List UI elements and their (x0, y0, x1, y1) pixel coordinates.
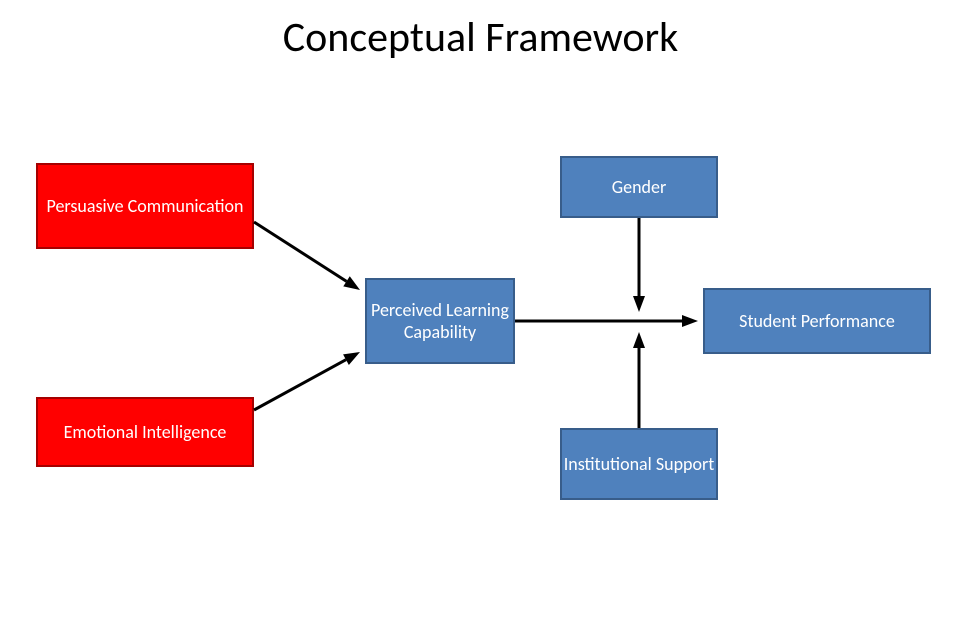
node-emotional-intelligence: Emotional Intelligence (36, 397, 254, 467)
node-student-performance: Student Performance (703, 288, 931, 354)
diagram-title: Conceptual Framework (0, 12, 961, 63)
node-gender: Gender (560, 156, 718, 218)
node-institutional-support: Institutional Support (560, 428, 718, 500)
node-persuasive-communication: Persuasive Communication (36, 163, 254, 249)
node-perceived-learning: Perceived Learning Capability (365, 278, 515, 364)
